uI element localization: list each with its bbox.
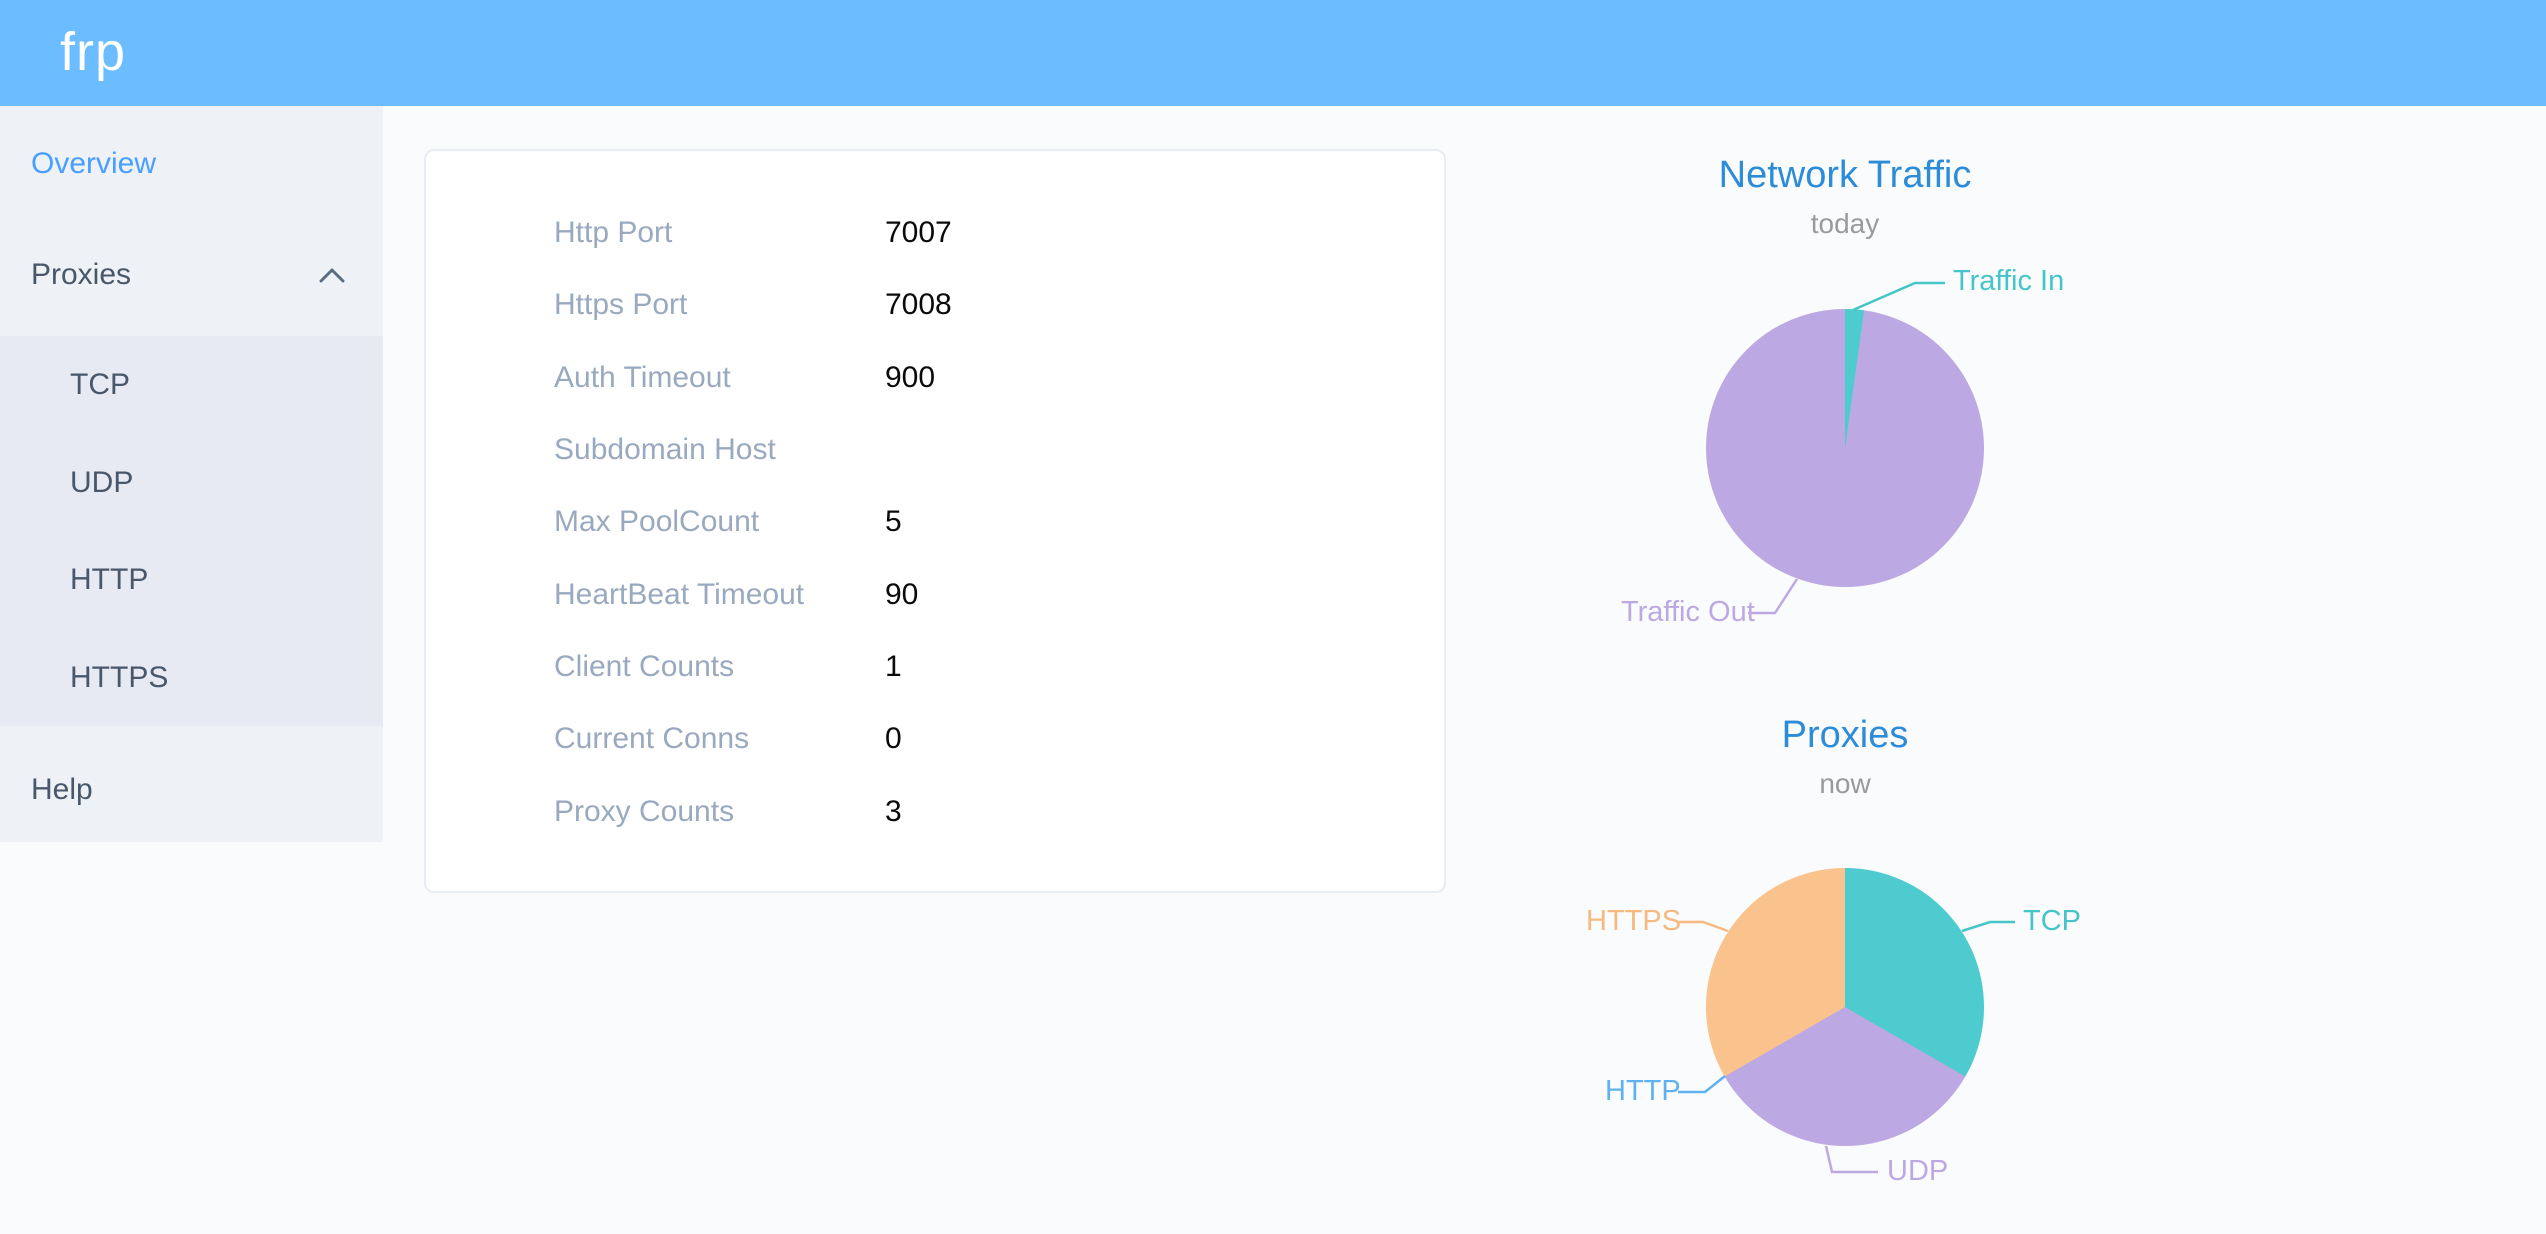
info-label: Auth Timeout	[554, 360, 731, 394]
pie-label-udp: UDP	[1887, 1155, 1949, 1187]
info-row: Auth Timeout 900	[426, 342, 1444, 414]
info-value: 90	[885, 577, 919, 611]
info-value: 7008	[885, 288, 952, 322]
info-value: 1	[885, 649, 902, 683]
info-label: HeartBeat Timeout	[554, 577, 805, 611]
proxies-chart: Proxies now TCP HTTPS HTTP UDP	[1545, 700, 2145, 1234]
network-traffic-pie	[1706, 309, 1984, 587]
sidebar-item-proxies[interactable]: Proxies	[0, 228, 383, 321]
chart-subtitle: now	[1819, 768, 1871, 799]
sidebar-submenu-proxies: TCP UDP HTTP HTTPS	[0, 336, 383, 726]
pie-label-traffic-in: Traffic In	[1953, 265, 2065, 297]
info-label: Max PoolCount	[554, 505, 760, 539]
sidebar-item-label: Proxies	[31, 258, 132, 291]
pie-label-traffic-out: Traffic Out	[1621, 596, 1755, 628]
sidebar-item-label: Overview	[31, 147, 157, 180]
info-row: HeartBeat Timeout 90	[426, 558, 1444, 630]
pie-label-tcp: TCP	[2023, 905, 2081, 937]
chart-subtitle: today	[1810, 208, 1880, 239]
sidebar-item-https[interactable]: HTTPS	[70, 660, 169, 694]
sidebar-item-udp[interactable]: UDP	[70, 465, 134, 499]
sidebar-item-http[interactable]: HTTP	[70, 563, 149, 596]
info-value: 900	[885, 360, 936, 394]
info-row: Client Counts 1	[426, 631, 1444, 703]
sidebar-menu: Overview Proxies TCP UDP HTTP HTTPS Help	[0, 106, 383, 842]
proxies-pie	[1706, 868, 1984, 1146]
info-label: Http Port	[554, 216, 673, 250]
info-label: Client Counts	[554, 649, 735, 683]
pie-label-https: HTTPS	[1586, 905, 1682, 937]
network-traffic-chart: Network Traffic today Traffic In Traffic…	[1545, 140, 2145, 640]
sidebar-item-label: Help	[31, 773, 93, 806]
server-info-card: Http Port 7007 Https Port 7008 Auth Timeou…	[424, 149, 1446, 893]
info-row: Current Conns 0	[426, 703, 1444, 775]
app-logo: frp	[60, 22, 127, 82]
info-row: Subdomain Host	[426, 414, 1444, 486]
info-label: Subdomain Host	[554, 433, 776, 467]
info-value: 3	[885, 794, 902, 828]
info-value: 5	[885, 505, 902, 539]
info-label: Https Port	[554, 288, 688, 322]
sidebar-item-help[interactable]: Help	[0, 737, 383, 842]
info-label: Proxy Counts	[554, 794, 735, 828]
info-value: 7007	[885, 216, 952, 250]
sidebar-item-overview[interactable]: Overview	[0, 118, 383, 210]
chart-title: Proxies	[1781, 714, 1909, 756]
top-header-bar: frp	[0, 0, 2546, 106]
info-row: Http Port 7007	[426, 197, 1444, 269]
chart-title: Network Traffic	[1718, 154, 1972, 196]
info-value: 0	[885, 722, 902, 756]
pie-label-http: HTTP	[1605, 1075, 1681, 1107]
sidebar-item-tcp[interactable]: TCP	[70, 368, 130, 401]
info-label: Current Conns	[554, 722, 750, 756]
info-row: Max PoolCount 5	[426, 486, 1444, 558]
chevron-up-icon	[319, 268, 345, 282]
info-row: Https Port 7008	[426, 269, 1444, 341]
info-row: Proxy Counts 3	[426, 775, 1444, 847]
